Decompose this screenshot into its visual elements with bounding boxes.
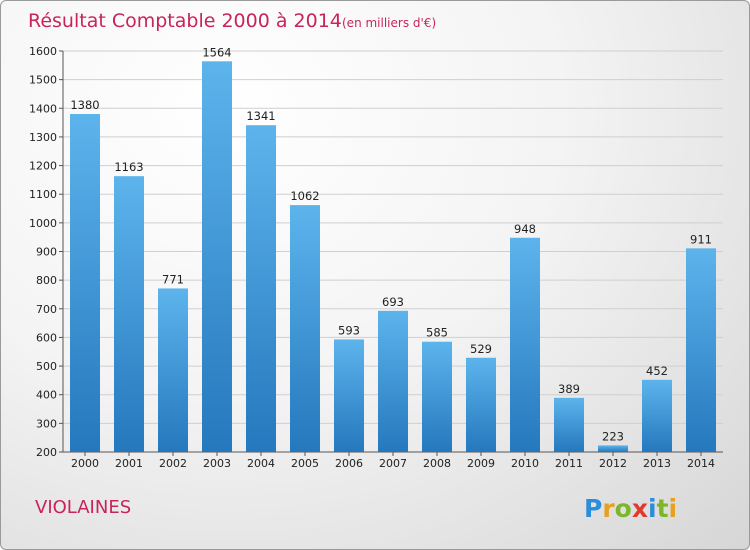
x-tick-label: 2012 [599, 457, 627, 470]
y-tick-label: 1000 [29, 217, 57, 230]
bar-2012 [598, 445, 628, 452]
y-tick-label: 1100 [29, 188, 57, 201]
logo-letter: P [584, 494, 602, 523]
place-name: VIOLAINES [35, 497, 131, 518]
y-tick-label: 900 [36, 246, 57, 259]
value-label: 593 [338, 323, 360, 337]
logo-letter: r [602, 494, 615, 523]
x-tick-label: 2008 [423, 457, 451, 470]
value-label: 452 [646, 364, 668, 378]
value-label: 389 [558, 382, 580, 396]
bar-2008 [422, 341, 452, 452]
chart-subtitle: (en milliers d'€) [342, 16, 436, 30]
bars [70, 61, 716, 452]
value-label: 1062 [290, 189, 319, 203]
value-label: 1380 [70, 98, 99, 112]
chart-title: Résultat Comptable 2000 à 2014 [28, 10, 342, 32]
logo-letter: x [632, 494, 648, 523]
value-label: 529 [470, 342, 492, 356]
value-label: 771 [162, 272, 184, 286]
x-tick-label: 2005 [291, 457, 319, 470]
bar-2004 [246, 125, 276, 452]
y-tick-label: 1600 [29, 45, 57, 58]
bar-2000 [70, 114, 100, 452]
bar-2011 [554, 397, 584, 452]
value-label: 1341 [246, 109, 275, 123]
value-label: 1564 [202, 45, 231, 59]
bar-2007 [378, 310, 408, 452]
logo-letter: t [657, 494, 669, 523]
y-tick-label: 400 [36, 389, 57, 402]
bar-2013 [642, 379, 672, 452]
logo-letter: i [648, 494, 657, 523]
value-label: 1163 [114, 160, 143, 174]
bar-2014 [686, 248, 716, 452]
value-labels: 1380 1163 771 1564 1341 1062 593 693 585 529 948 38… [70, 45, 712, 443]
bar-2001 [114, 176, 144, 452]
x-tick-label: 2010 [511, 457, 539, 470]
x-tick-label: 2003 [203, 457, 231, 470]
x-tick-label: 2004 [247, 457, 275, 470]
y-tick-label: 300 [36, 417, 57, 430]
y-tick-label: 200 [36, 446, 57, 459]
x-tick-label: 2000 [71, 457, 99, 470]
value-label: 585 [426, 326, 448, 340]
y-tick-label: 1500 [29, 74, 57, 87]
y-tick-label: 600 [36, 331, 57, 344]
x-tick-labels: 2000 2001 2002 2003 2004 2005 2006 2007 2008 2009… [71, 452, 715, 470]
x-tick-label: 2014 [687, 457, 715, 470]
x-tick-label: 2001 [115, 457, 143, 470]
bar-2009 [466, 357, 496, 452]
bar-2006 [334, 339, 364, 452]
value-label: 911 [690, 232, 712, 246]
y-tick-label: 1400 [29, 102, 57, 115]
y-tick-label: 800 [36, 274, 57, 287]
x-tick-label: 2002 [159, 457, 187, 470]
bar-2010 [510, 237, 540, 452]
bar-2003 [202, 61, 232, 452]
bar-2005 [290, 205, 320, 452]
y-tick-label: 1200 [29, 160, 57, 173]
x-tick-label: 2009 [467, 457, 495, 470]
x-tick-label: 2013 [643, 457, 671, 470]
logo-letter: o [615, 494, 632, 523]
y-tick-labels: 200 300 400 500 600 700 800 900 1000 1100 1200 1300… [29, 45, 57, 459]
x-tick-label: 2007 [379, 457, 407, 470]
y-tick-label: 700 [36, 303, 57, 316]
proxiti-logo: Proxiti [584, 494, 677, 523]
value-label: 693 [382, 295, 404, 309]
y-tick-label: 500 [36, 360, 57, 373]
y-tick-label: 1300 [29, 131, 57, 144]
value-label: 223 [602, 429, 624, 443]
x-tick-label: 2006 [335, 457, 363, 470]
value-label: 948 [514, 222, 536, 236]
bar-2002 [158, 288, 188, 452]
logo-letter: i [669, 494, 678, 523]
x-tick-label: 2011 [555, 457, 583, 470]
